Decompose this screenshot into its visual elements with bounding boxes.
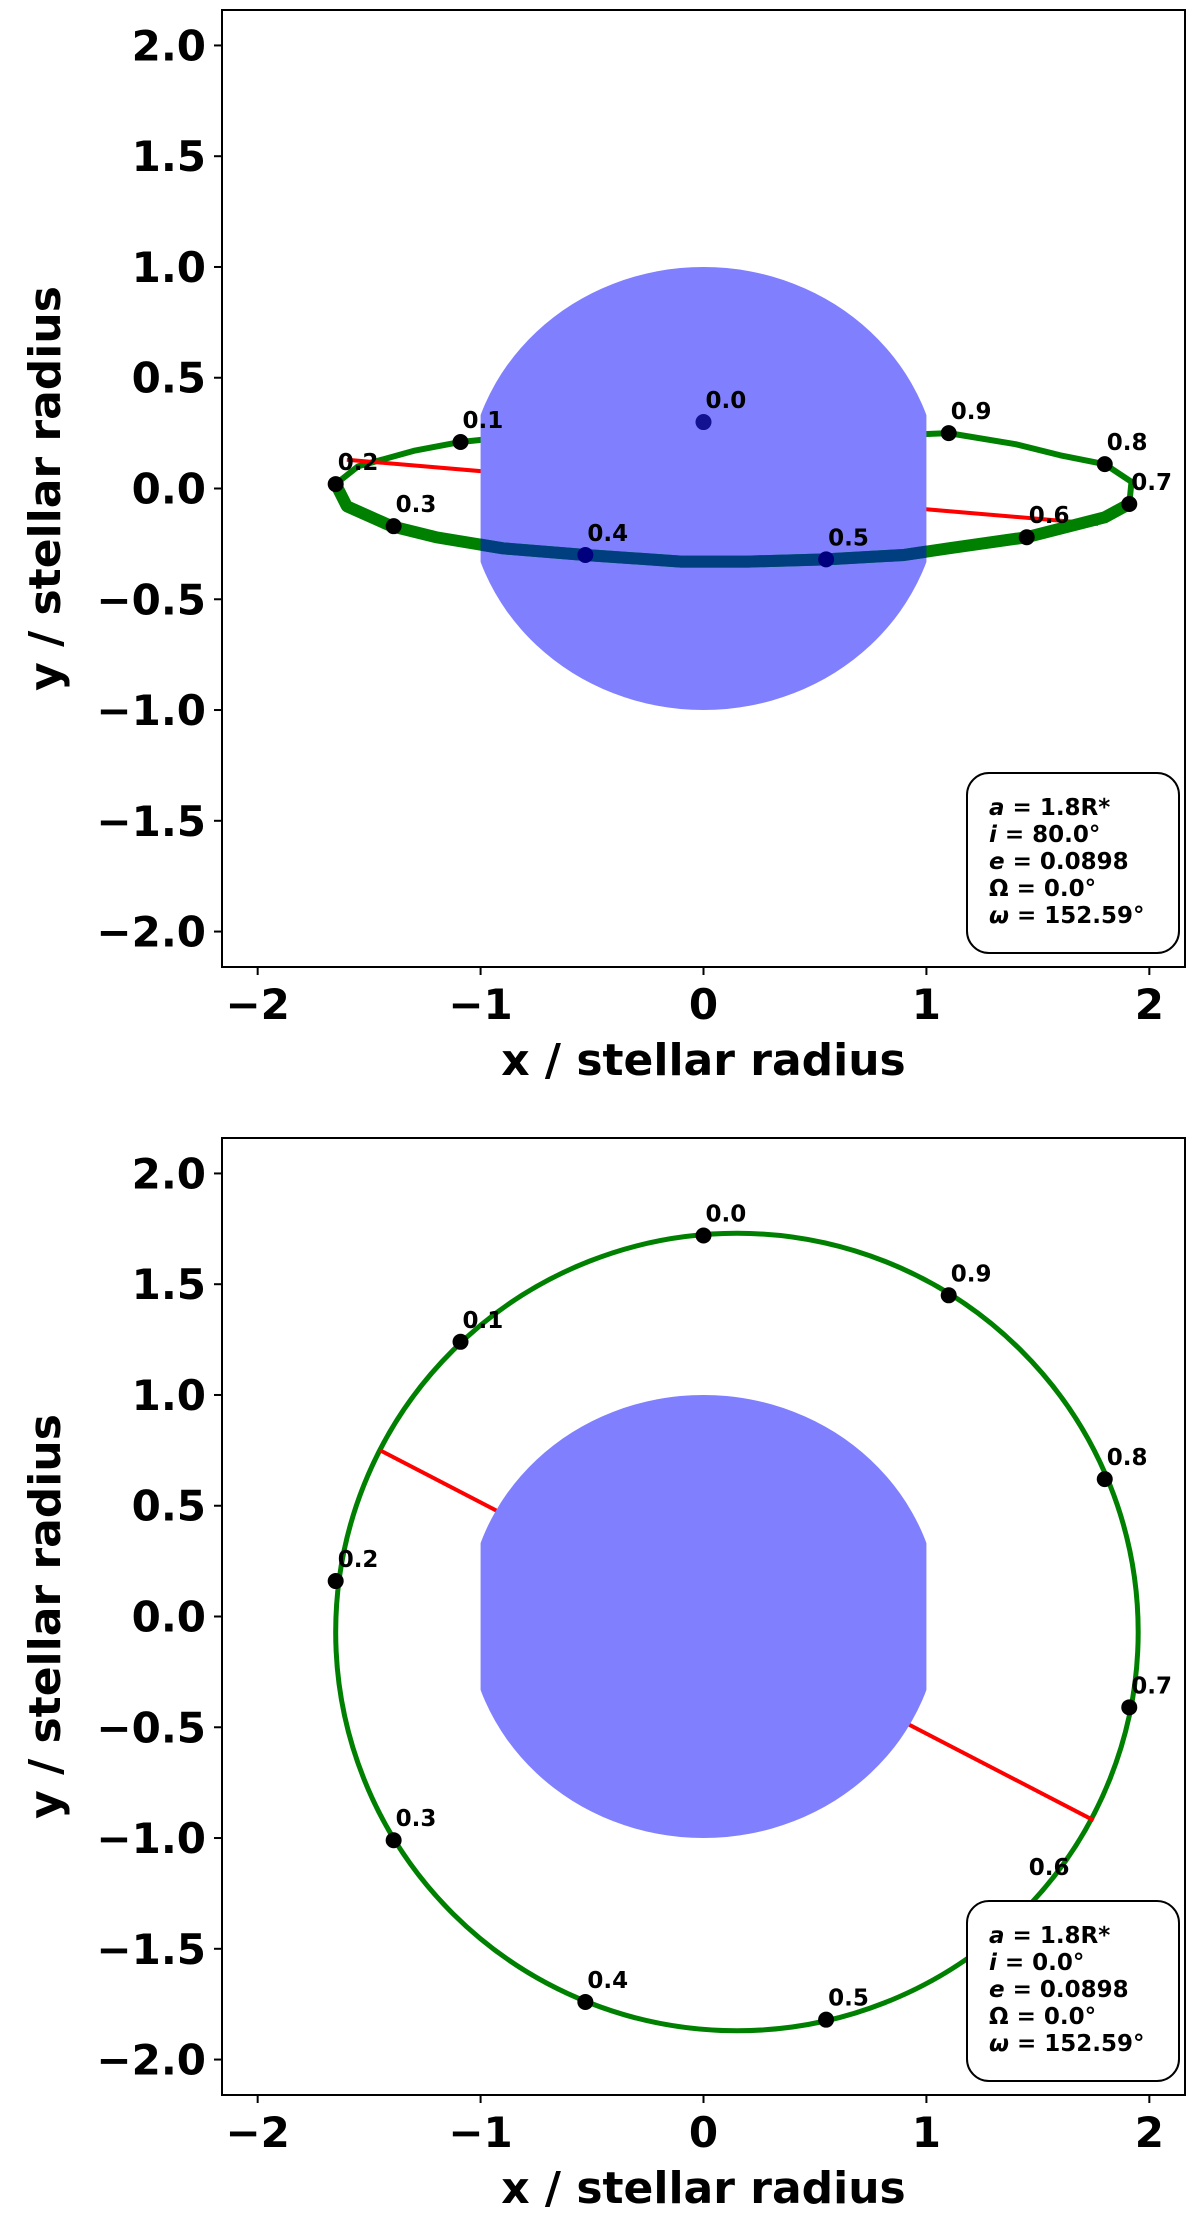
y-tick-label: −1.5: [96, 797, 206, 846]
x-tick-label: 2: [1135, 2108, 1164, 2157]
y-tick-label: −0.5: [96, 1703, 206, 1752]
x-tick-label: 1: [912, 980, 941, 1029]
phase-label: 0.3: [396, 1806, 437, 1832]
parameter-box-frame: [966, 1900, 1180, 2082]
y-tick-label: −1.0: [96, 686, 206, 735]
y-tick-label: −0.5: [96, 575, 206, 624]
x-tick-label: −1: [448, 2108, 512, 2157]
phase-marker: [940, 1287, 957, 1304]
y-tick-label: 1.0: [132, 1371, 206, 1420]
phase-label: 0.7: [1131, 470, 1172, 496]
phase-marker: [385, 518, 402, 535]
y-tick-label: −2.0: [96, 2036, 206, 2085]
phase-label: 0.2: [338, 1547, 379, 1573]
phase-label: 0.9: [951, 399, 992, 425]
phase-marker: [452, 1333, 469, 1350]
x-tick-label: 2: [1135, 980, 1164, 1029]
star-disk: [480, 267, 927, 710]
y-tick-label: 2.0: [132, 1149, 206, 1198]
y-tick-label: 1.5: [132, 1260, 206, 1309]
phase-label: 0.1: [463, 1308, 504, 1334]
phase-label: 0.2: [338, 450, 379, 476]
param-line: Ω = 0.0°: [989, 876, 1096, 902]
y-tick-label: 2.0: [132, 21, 206, 70]
x-tick-label: −2: [225, 2108, 289, 2157]
parameter-box-frame: [966, 772, 1180, 954]
x-tick-label: −1: [448, 980, 512, 1029]
phase-label: 0.1: [463, 408, 504, 434]
phase-marker: [327, 476, 344, 493]
phase-label: 0.3: [396, 492, 437, 518]
phase-label: 0.9: [951, 1261, 992, 1287]
y-tick-label: 0.5: [132, 354, 206, 403]
x-tick-label: 0: [689, 980, 718, 1029]
x-axis-label: x / stellar radius: [501, 1035, 906, 1086]
y-axis-label: y / stellar radius: [20, 286, 71, 691]
orbit-path-transit: [480, 538, 927, 568]
y-tick-label: 1.5: [132, 132, 206, 181]
phase-label: 0.6: [1029, 503, 1070, 529]
phase-label: 0.0: [706, 388, 747, 414]
phase-label: 0.8: [1107, 430, 1148, 456]
phase-marker: [577, 1993, 594, 2010]
phase-marker: [385, 1832, 402, 1849]
phase-marker: [695, 1227, 712, 1244]
y-tick-label: 0.5: [132, 1482, 206, 1531]
param-line: Ω = 0.0°: [989, 2004, 1096, 2030]
phase-label: 0.5: [828, 525, 869, 551]
chart-panel-1: 0.0 0.1 0.2 0.3 0.4 0.5 0.6 0.7 0.8 0.9 a = 1.8R*i…: [20, 9, 1186, 1086]
y-tick-label: 0.0: [132, 1593, 206, 1642]
phase-label: 0.4: [587, 1968, 628, 1994]
phase-marker: [1018, 529, 1035, 546]
y-axis-label: y / stellar radius: [20, 1414, 71, 1819]
phase-label: 0.7: [1131, 1673, 1172, 1699]
phase-marker: [1121, 496, 1138, 513]
phase-label: 0.0: [706, 1201, 747, 1227]
param-line: a = 1.8R*: [989, 795, 1110, 821]
plot-area: 0.0 0.1 0.2 0.3 0.4 0.5 0.6 0.7 0.8 0.9: [327, 267, 1172, 710]
phase-marker: [940, 425, 957, 442]
y-tick-label: −2.0: [96, 908, 206, 957]
x-axis-label: x / stellar radius: [501, 2163, 906, 2214]
phase-marker: [1096, 456, 1113, 473]
chart-panel-2: 0.0 0.1 0.2 0.3 0.4 0.5 0.6 0.7 0.8 0.9 a = 1.8R*i…: [20, 1137, 1186, 2214]
phase-marker: [818, 2011, 835, 2028]
x-tick-label: 0: [689, 2108, 718, 2157]
phase-label: 0.6: [1029, 1855, 1070, 1881]
param-line: ω = 152.59°: [989, 903, 1145, 929]
phase-label: 0.8: [1107, 1445, 1148, 1471]
param-line: i = 0.0°: [989, 1950, 1084, 1976]
param-line: e = 0.0898: [989, 1977, 1129, 2003]
x-tick-label: −2: [225, 980, 289, 1029]
param-line: e = 0.0898: [989, 849, 1129, 875]
param-line: i = 80.0°: [989, 822, 1100, 848]
phase-marker: [1121, 1699, 1138, 1716]
phase-marker: [452, 433, 469, 450]
x-tick-label: 1: [912, 2108, 941, 2157]
y-tick-label: 1.0: [132, 243, 206, 292]
plot-area: 0.0 0.1 0.2 0.3 0.4 0.5 0.6 0.7 0.8 0.9: [327, 1201, 1172, 2034]
orbit-path: [333, 1230, 1141, 2034]
phase-label: 0.4: [587, 521, 628, 547]
phase-marker: [1096, 1471, 1113, 1488]
phase-marker: [327, 1573, 344, 1590]
y-tick-label: −1.5: [96, 1925, 206, 1974]
phase-marker: [577, 546, 594, 563]
param-line: a = 1.8R*: [989, 1923, 1110, 1949]
y-tick-label: −1.0: [96, 1814, 206, 1863]
phase-marker: [818, 551, 835, 568]
y-tick-label: 0.0: [132, 465, 206, 514]
param-line: ω = 152.59°: [989, 2031, 1145, 2057]
phase-marker-overlay: [695, 414, 712, 431]
phase-label: 0.5: [828, 1986, 869, 2012]
star-disk: [480, 1395, 927, 1838]
